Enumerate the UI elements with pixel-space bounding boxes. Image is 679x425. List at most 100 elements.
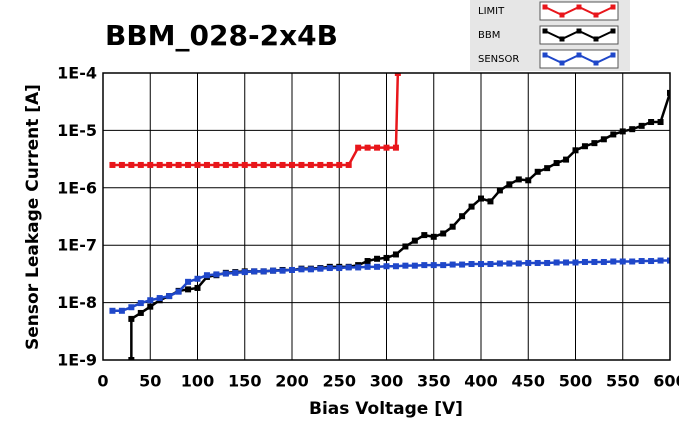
data-point	[572, 147, 579, 154]
x-tick-label: 350	[417, 372, 450, 391]
data-point	[317, 265, 324, 272]
legend-swatch-marker	[593, 36, 599, 42]
data-point	[648, 258, 655, 265]
data-point	[591, 258, 598, 265]
data-point	[648, 119, 655, 126]
x-tick-label: 50	[139, 372, 161, 391]
x-tick-label: 400	[464, 372, 497, 391]
data-point	[109, 161, 116, 168]
data-point	[525, 259, 532, 266]
data-point	[638, 122, 645, 129]
data-point	[468, 203, 475, 210]
data-point	[402, 262, 409, 269]
x-tick-label: 600	[653, 372, 679, 391]
legend-swatch-marker	[559, 12, 565, 18]
data-point	[430, 233, 437, 240]
data-point	[194, 284, 201, 291]
x-tick-label: 150	[228, 372, 261, 391]
data-point	[563, 156, 570, 163]
data-point	[667, 257, 670, 264]
data-point	[147, 303, 154, 310]
y-axis-label: Sensor Leakage Current [A]	[23, 84, 43, 350]
data-point	[449, 261, 456, 268]
legend-label: BBM	[478, 30, 500, 41]
data-point	[449, 223, 456, 230]
data-point	[478, 261, 484, 268]
data-point	[222, 161, 229, 168]
data-point	[109, 307, 116, 314]
data-point	[421, 262, 428, 269]
legend-label: SENSOR	[478, 54, 519, 65]
plot-frame	[102, 72, 671, 361]
data-point	[657, 119, 664, 126]
data-point	[260, 268, 267, 275]
data-point	[581, 143, 588, 150]
data-point	[459, 261, 466, 268]
data-point	[544, 165, 551, 172]
data-point	[392, 263, 399, 270]
data-point	[156, 161, 163, 168]
data-point	[629, 258, 636, 265]
data-point	[638, 258, 645, 265]
data-point	[383, 263, 390, 270]
data-point	[459, 213, 466, 220]
data-point	[610, 258, 617, 265]
data-point	[515, 260, 522, 267]
data-point	[137, 309, 144, 316]
x-tick-label: 200	[275, 372, 308, 391]
data-point	[203, 272, 210, 279]
data-point	[194, 161, 201, 168]
y-tick-label: 1E-6	[57, 178, 97, 197]
data-point	[572, 259, 579, 266]
x-tick-label: 100	[181, 372, 214, 391]
legend-swatch-marker	[593, 12, 599, 18]
data-point	[270, 161, 277, 168]
data-point	[260, 161, 267, 168]
data-point	[496, 260, 503, 267]
data-point	[232, 269, 239, 276]
data-point	[128, 357, 135, 360]
data-point	[307, 161, 314, 168]
data-point	[553, 160, 560, 167]
data-point	[515, 176, 522, 183]
data-point	[600, 136, 607, 143]
legend-swatch-marker	[610, 28, 616, 34]
data-point	[298, 161, 305, 168]
data-point	[175, 161, 182, 168]
data-point	[185, 286, 192, 293]
data-point	[610, 131, 617, 138]
data-point	[251, 161, 258, 168]
data-point	[118, 307, 125, 314]
data-point	[496, 187, 503, 194]
data-point	[553, 259, 560, 266]
legend-label: LIMIT	[478, 6, 505, 17]
y-tick-label: 1E-9	[57, 351, 97, 370]
legend-swatch-marker	[542, 28, 548, 34]
data-point	[166, 293, 173, 300]
legend-swatch-marker	[542, 52, 548, 58]
data-point	[374, 263, 381, 270]
legend-swatch-marker	[576, 52, 582, 58]
data-point	[374, 255, 381, 262]
legend-swatch-marker	[559, 36, 565, 42]
data-point	[581, 258, 588, 265]
x-axis-label: Bias Voltage [V]	[309, 399, 463, 419]
data-point	[317, 161, 324, 168]
data-point	[185, 278, 192, 285]
data-point	[440, 262, 447, 269]
x-tick-label: 450	[512, 372, 545, 391]
data-point	[506, 181, 513, 188]
data-point	[166, 161, 173, 168]
chart-title: BBM_028-2x4B	[105, 19, 338, 52]
legend-swatch-marker	[610, 52, 616, 58]
data-point	[487, 198, 494, 205]
data-point	[468, 261, 475, 268]
data-point	[411, 237, 418, 244]
data-point	[383, 144, 390, 151]
data-point	[534, 259, 541, 266]
data-point	[345, 264, 352, 271]
data-point	[279, 161, 286, 168]
legend-swatch-marker	[542, 4, 548, 10]
data-point	[147, 297, 154, 304]
